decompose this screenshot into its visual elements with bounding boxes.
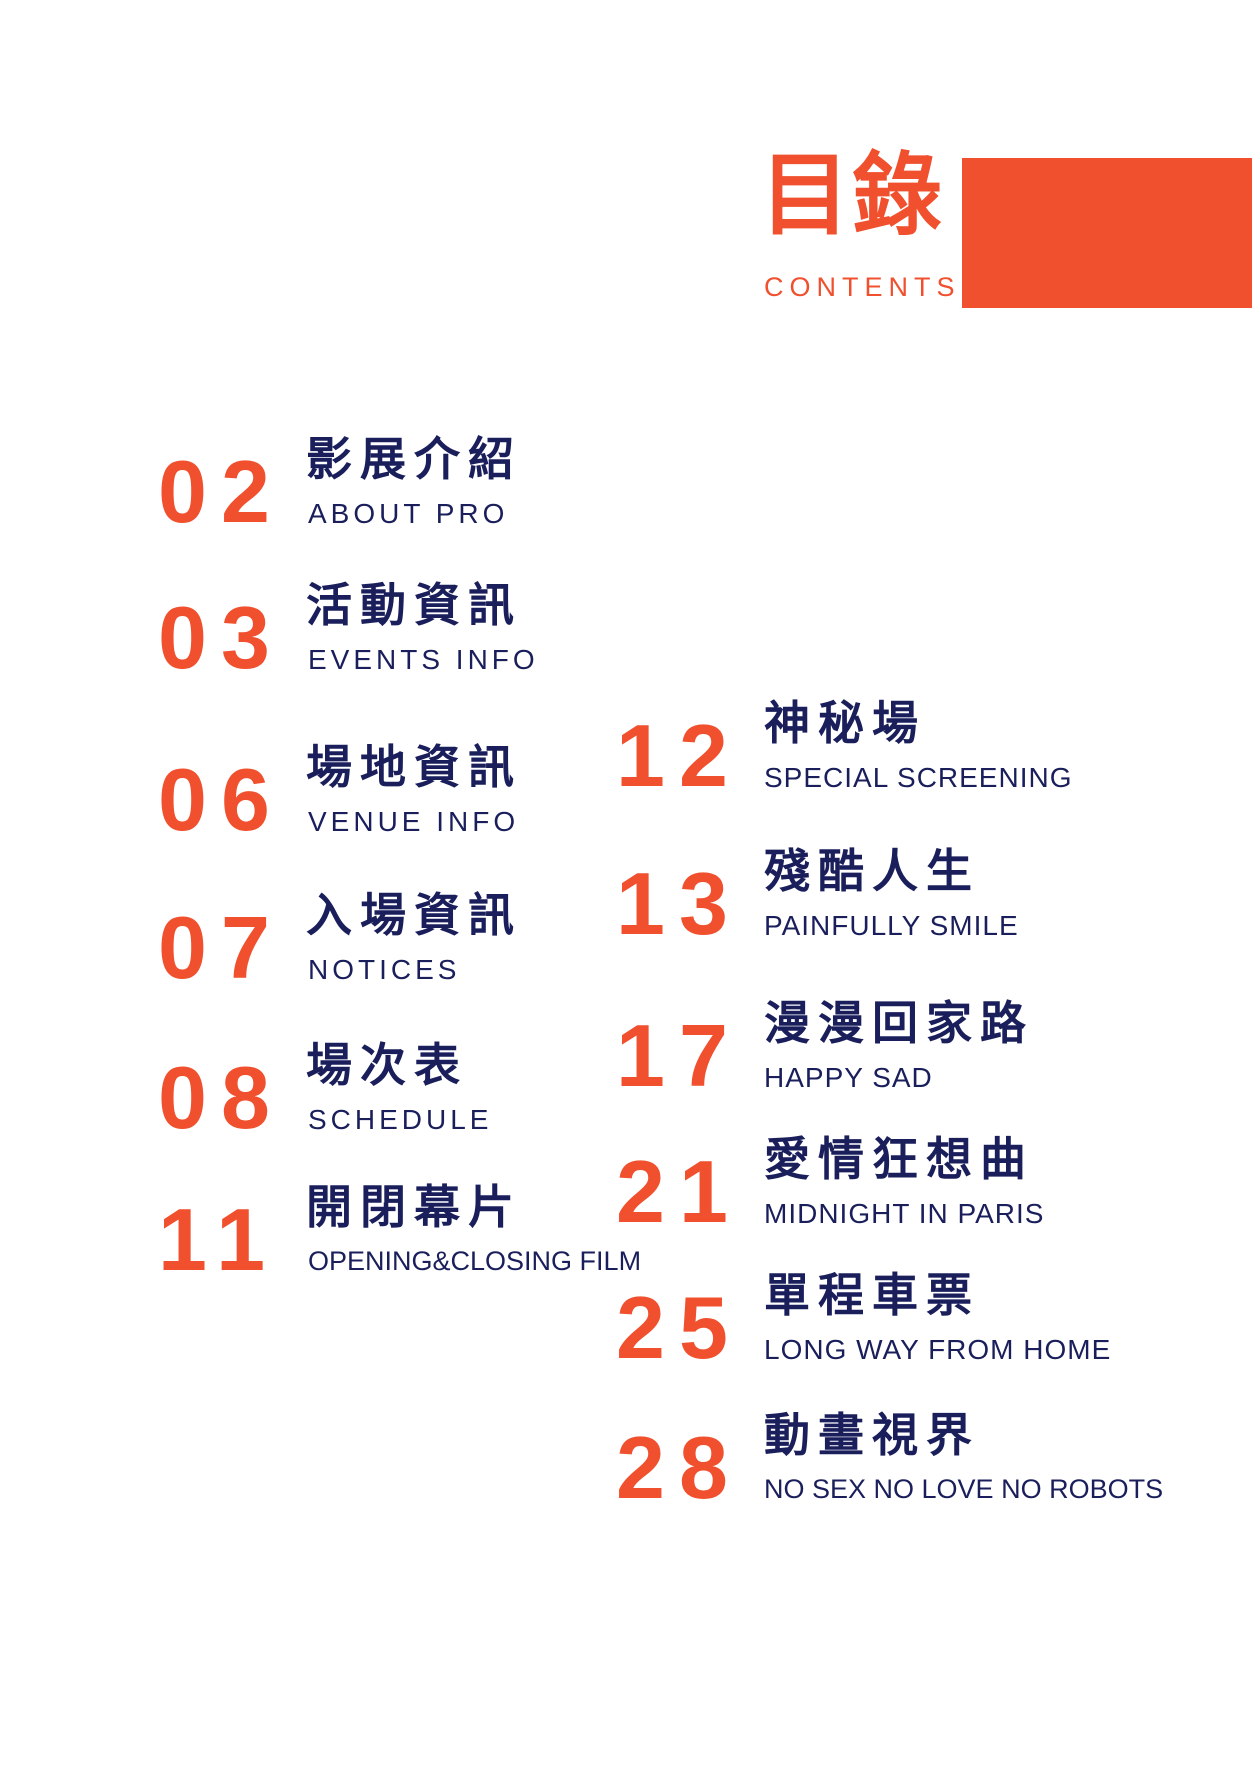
toc-title-zh: 漫漫回家路 bbox=[764, 996, 1034, 1050]
toc-item-17[interactable]: 17 漫漫回家路 HAPPY SAD bbox=[616, 1000, 1096, 1112]
toc-page-number: 06 bbox=[158, 750, 284, 849]
toc-page-number: 17 bbox=[616, 1006, 742, 1105]
toc-item-06[interactable]: 06 場地資訊 VENUE INFO bbox=[158, 744, 558, 856]
toc-title-zh: 場地資訊 bbox=[306, 740, 522, 794]
toc-title-en: PAINFULLY SMILE bbox=[764, 910, 1019, 941]
toc-title-zh: 愛情狂想曲 bbox=[764, 1132, 1034, 1186]
toc-title-en: NO SEX NO LOVE NO ROBOTS bbox=[764, 1474, 1164, 1504]
toc-page-number: 11 bbox=[158, 1190, 280, 1289]
toc-item-13[interactable]: 13 殘酷人生 PAINFULLY SMILE bbox=[616, 848, 1096, 960]
toc-title-zh: 單程車票 bbox=[764, 1268, 980, 1322]
toc-title-en: OPENING&CLOSING FILM bbox=[308, 1246, 642, 1276]
toc-item-21[interactable]: 21 愛情狂想曲 MIDNIGHT IN PARIS bbox=[616, 1136, 1096, 1248]
toc-title-zh: 神秘場 bbox=[764, 696, 926, 750]
toc-page-number: 02 bbox=[158, 442, 284, 541]
toc-title-zh: 場次表 bbox=[306, 1038, 468, 1092]
toc-page-number: 08 bbox=[158, 1048, 284, 1147]
toc-title-zh: 殘酷人生 bbox=[764, 844, 980, 898]
toc-item-07[interactable]: 07 入場資訊 NOTICES bbox=[158, 892, 558, 1004]
toc-title-en: ABOUT PRO bbox=[308, 498, 509, 529]
decorative-red-block bbox=[962, 158, 1252, 308]
toc-page-number: 28 bbox=[616, 1418, 742, 1517]
toc-title-en: SCHEDULE bbox=[308, 1104, 493, 1135]
toc-page-number: 25 bbox=[616, 1278, 742, 1377]
toc-page-number: 03 bbox=[158, 588, 284, 687]
toc-page-number: 12 bbox=[616, 706, 742, 805]
toc-page-number: 21 bbox=[616, 1142, 742, 1241]
toc-title-en: NOTICES bbox=[308, 954, 461, 985]
toc-title-en: MIDNIGHT IN PARIS bbox=[764, 1198, 1045, 1229]
toc-item-08[interactable]: 08 場次表 SCHEDULE bbox=[158, 1042, 558, 1154]
toc-item-03[interactable]: 03 活動資訊 EVENTS INFO bbox=[158, 582, 558, 694]
toc-item-11[interactable]: 11 開閉幕片 OPENING&CLOSING FILM bbox=[158, 1184, 641, 1296]
toc-item-28[interactable]: 28 動畫視界 NO SEX NO LOVE NO ROBOTS bbox=[616, 1412, 1163, 1524]
toc-title-zh: 開閉幕片 bbox=[306, 1180, 522, 1234]
toc-title-zh: 影展介紹 bbox=[306, 432, 522, 486]
toc-title-en: EVENTS INFO bbox=[308, 644, 539, 675]
toc-item-02[interactable]: 02 影展介紹 ABOUT PRO bbox=[158, 436, 558, 548]
toc-page-number: 13 bbox=[616, 854, 742, 953]
toc-title-en: SPECIAL SCREENING bbox=[764, 762, 1073, 793]
toc-title-zh: 動畫視界 bbox=[764, 1408, 980, 1462]
page-subtitle: CONTENTS bbox=[764, 272, 961, 302]
toc-title-en: LONG WAY FROM HOME bbox=[764, 1334, 1112, 1365]
page-title: 目錄 bbox=[760, 142, 944, 248]
toc-item-25[interactable]: 25 單程車票 LONG WAY FROM HOME bbox=[616, 1272, 1110, 1384]
toc-title-zh: 入場資訊 bbox=[306, 888, 522, 942]
toc-title-zh: 活動資訊 bbox=[306, 578, 522, 632]
toc-item-12[interactable]: 12 神秘場 SPECIAL SCREENING bbox=[616, 700, 1096, 812]
toc-title-en: VENUE INFO bbox=[308, 806, 520, 837]
toc-title-en: HAPPY SAD bbox=[764, 1062, 933, 1093]
toc-page-number: 07 bbox=[158, 898, 284, 997]
